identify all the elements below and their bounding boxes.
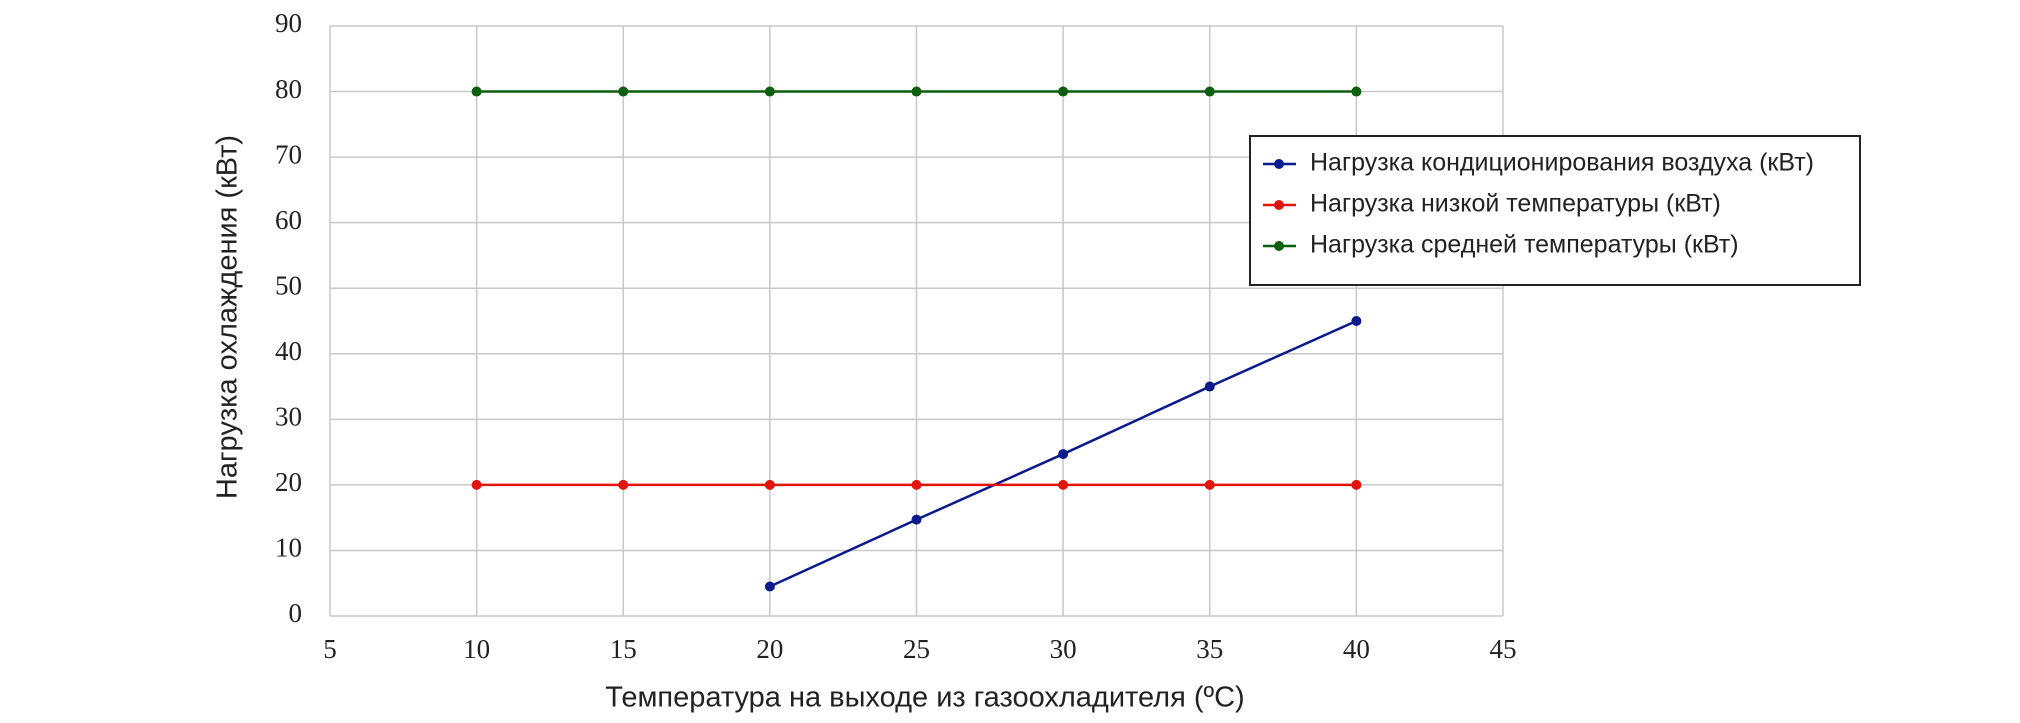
x-tick-label: 45 xyxy=(1490,634,1517,664)
y-tick-label: 40 xyxy=(275,336,302,366)
data-point xyxy=(1204,86,1215,97)
legend-marker xyxy=(1274,241,1284,251)
x-tick-label: 20 xyxy=(756,634,783,664)
y-axis-title: Нагрузка охлаждения (кВт) xyxy=(212,135,244,499)
data-point xyxy=(1204,381,1215,392)
x-tick-label: 5 xyxy=(323,634,337,664)
data-point xyxy=(911,479,922,490)
y-tick-label: 90 xyxy=(275,8,302,38)
data-point xyxy=(1058,479,1069,490)
data-point xyxy=(1204,479,1215,490)
data-point xyxy=(1351,316,1362,326)
data-point xyxy=(618,86,629,97)
y-tick-label: 30 xyxy=(275,402,302,432)
legend-marker xyxy=(1274,200,1284,210)
y-tick-label: 50 xyxy=(275,270,302,300)
y-tick-label: 80 xyxy=(275,74,302,104)
legend-label: Нагрузка кондиционирования воздуха (кВт) xyxy=(1310,149,1814,177)
data-point xyxy=(764,86,775,97)
x-tick-label: 10 xyxy=(463,634,490,664)
y-tick-label: 10 xyxy=(275,533,302,563)
x-axis-title: Температура на выходе из газоохладителя … xyxy=(605,682,1244,714)
data-point xyxy=(1058,449,1069,460)
data-point xyxy=(911,86,922,97)
data-point xyxy=(1351,86,1362,97)
legend-marker xyxy=(1274,159,1284,169)
data-point xyxy=(471,86,482,97)
data-point xyxy=(1058,86,1069,97)
data-point xyxy=(618,479,629,490)
legend-label: Нагрузка низкой температуры (кВт) xyxy=(1310,190,1721,218)
data-point xyxy=(764,479,775,490)
legend-box xyxy=(1249,135,1861,286)
x-tick-label: 35 xyxy=(1196,634,1223,664)
x-tick-label: 25 xyxy=(903,634,930,664)
y-tick-label: 60 xyxy=(275,205,302,235)
y-tick-label: 0 xyxy=(289,598,303,628)
legend-label: Нагрузка средней температуры (кВт) xyxy=(1310,231,1739,259)
data-point xyxy=(471,479,482,490)
y-tick-label: 70 xyxy=(275,139,302,169)
data-point xyxy=(1351,479,1362,490)
x-tick-label: 15 xyxy=(610,634,637,664)
x-tick-label: 40 xyxy=(1343,634,1370,664)
y-tick-label: 20 xyxy=(275,467,302,497)
data-point xyxy=(911,514,922,525)
x-tick-label: 30 xyxy=(1050,634,1077,664)
data-point xyxy=(764,581,775,592)
